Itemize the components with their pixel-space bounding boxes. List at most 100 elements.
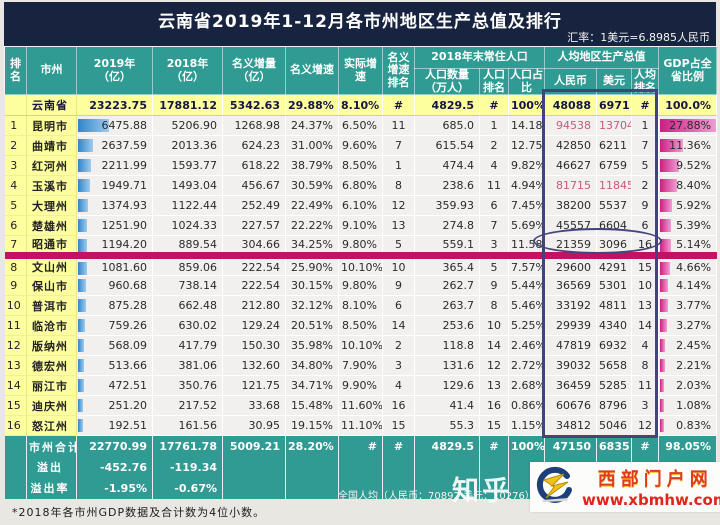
page-title: 云南省2019年1-12月各市州地区生产总值及排行	[158, 12, 562, 32]
cell-increase: 5342.63	[222, 94, 286, 117]
cell-percapita-usd: 4291	[596, 252, 633, 277]
cell-nominal-growth: 22.22%	[285, 215, 339, 237]
gdp2019-databar	[78, 179, 91, 193]
cell-population: 262.7	[414, 275, 480, 297]
cell-gdp2019: 1949.71	[76, 175, 153, 197]
cell-name: 楚雄州	[26, 215, 77, 237]
cell-population-rank	[479, 477, 509, 499]
cell-growth-rank: 10	[382, 252, 415, 277]
cell-gdp2018: 161.56	[152, 415, 223, 437]
cell-population-share: 5.25%	[508, 315, 546, 337]
zhihu-watermark: 知乎	[452, 476, 512, 507]
cell-growth-rank	[382, 477, 415, 499]
table-row: 14 丽江市 472.51 350.76 121.75 34.71% 9.90% 4 129.6…	[4, 375, 718, 397]
cell-percapita-cny: 21359	[544, 235, 598, 257]
cell-nominal-growth: 34.25%	[285, 235, 339, 257]
header-percapita-usd: 美元	[596, 67, 633, 96]
cell-rank: 8	[4, 252, 27, 277]
cell-percapita-cny: 29939	[544, 315, 598, 337]
cell-gdp2019: 513.66	[76, 355, 153, 377]
site-name: 西部门户网	[597, 469, 713, 490]
cell-population: 263.7	[414, 295, 480, 317]
cell-nominal-growth: 20.51%	[285, 315, 339, 337]
cell-rank: 1	[4, 115, 27, 137]
cell-increase: 1268.98	[222, 115, 286, 137]
cell-name: 昭通市	[26, 235, 77, 257]
cell-population-rank: 5	[479, 252, 509, 277]
cell-real-growth: 9.80%	[338, 235, 383, 257]
cell-percapita-cny: 29600	[544, 252, 598, 277]
cell-population-share: 14.18%	[508, 115, 546, 137]
header-population-rank: 人口排名	[479, 67, 509, 96]
cell-growth-rank: 11	[382, 115, 415, 137]
cell-population-share: 0.86%	[508, 395, 546, 417]
cell-gdp2019: 568.09	[76, 335, 153, 357]
header-rank: 排名	[4, 45, 27, 96]
exchange-rate-note: 汇率：1美元=6.8985人民币	[567, 31, 710, 44]
cell-population-share: 2.46%	[508, 335, 546, 357]
cell-percapita-rank: 10	[631, 275, 660, 297]
cell-population-rank: 3	[479, 235, 509, 257]
cell-percapita-rank: 16	[631, 235, 660, 257]
cell-gdp-share: 3.27%	[658, 315, 718, 337]
cell-percapita-cny: 94538	[544, 115, 598, 137]
cell-population-share: 11.58%	[508, 235, 546, 257]
header-percapita-cny: 人民币	[544, 67, 598, 96]
cell-gdp-share: 1.08%	[658, 395, 718, 417]
header-city: 市州	[26, 45, 77, 96]
cell-real-growth: 8.50%	[338, 155, 383, 177]
cell-gdp2018: 17761.78	[152, 435, 223, 457]
table-body: 云南省 23223.75 17881.12 5342.63 29.88% 8.10% #48…	[4, 94, 718, 499]
cell-nominal-growth	[285, 477, 339, 499]
cell-population-rank: 15	[479, 415, 509, 437]
cell-percapita-rank: 2	[631, 175, 660, 197]
cell-increase: 618.22	[222, 155, 286, 177]
cell-real-growth: 10.10%	[338, 252, 383, 277]
cell-growth-rank: 2	[382, 335, 415, 357]
header-nominal-growth: 名义增速	[285, 45, 339, 96]
cell-gdp-share: 5.92%	[658, 195, 718, 217]
gdp2019-databar	[78, 379, 84, 393]
header-increase: 名义增量 （亿）	[222, 45, 286, 96]
cell-population-share: 7.45%	[508, 195, 546, 217]
cell-population-share: 2.72%	[508, 355, 546, 377]
gdp2019-databar	[78, 359, 85, 373]
cell-name: 普洱市	[26, 295, 77, 317]
cell-population-rank: #	[479, 435, 509, 457]
site-url: www.xbmhw.com	[582, 491, 720, 509]
cell-nominal-growth: 29.88%	[285, 94, 339, 117]
cell-population: 559.1	[414, 235, 480, 257]
cell-percapita-usd: 6604	[596, 215, 633, 237]
cell-population-share: 7.57%	[508, 252, 546, 277]
cell-population: 238.6	[414, 175, 480, 197]
cell-gdp2018: 630.02	[152, 315, 223, 337]
cell-nominal-growth: 22.49%	[285, 195, 339, 217]
gdp-share-databar	[660, 319, 667, 333]
header-population-share: 人口占比	[507, 67, 546, 96]
gdp2019-databar	[78, 239, 87, 253]
gdp2019-databar	[78, 119, 109, 133]
cell-population-share: 100%	[508, 94, 546, 117]
gdp2019-databar	[78, 219, 88, 233]
title-bar: 云南省2019年1-12月各市州地区生产总值及排行 汇率：1美元=6.8985人…	[4, 2, 716, 46]
cell-gdp-share: 5.14%	[658, 235, 718, 257]
cell-percapita-usd: 4340	[596, 315, 633, 337]
cell-nominal-growth: 34.80%	[285, 355, 339, 377]
cell-growth-rank: 4	[382, 375, 415, 397]
cell-percapita-cny: 46627	[544, 155, 598, 177]
cell-percapita-rank: #	[631, 94, 660, 117]
cell-percapita-usd: 6932	[596, 335, 633, 357]
gdp-table: 排名 市州 2019年 （亿） 2018年 （亿） 名义增量 （亿） 名义增速 …	[4, 45, 718, 499]
cell-gdp2019: 875.28	[76, 295, 153, 317]
cell-increase	[222, 456, 286, 478]
gdp2019-databar	[78, 139, 93, 153]
cell-percapita-cny: 45557	[544, 215, 598, 237]
cell-percapita-rank: 12	[631, 415, 660, 437]
cell-population: 55.3	[414, 415, 480, 437]
cell-name: 保山市	[26, 275, 77, 297]
table-row: 云南省 23223.75 17881.12 5342.63 29.88% 8.10% #48…	[4, 94, 718, 117]
cell-population: 4829.5	[414, 435, 480, 457]
cell-name: 红河州	[26, 155, 77, 177]
cell-percapita-usd: 5285	[596, 375, 633, 397]
